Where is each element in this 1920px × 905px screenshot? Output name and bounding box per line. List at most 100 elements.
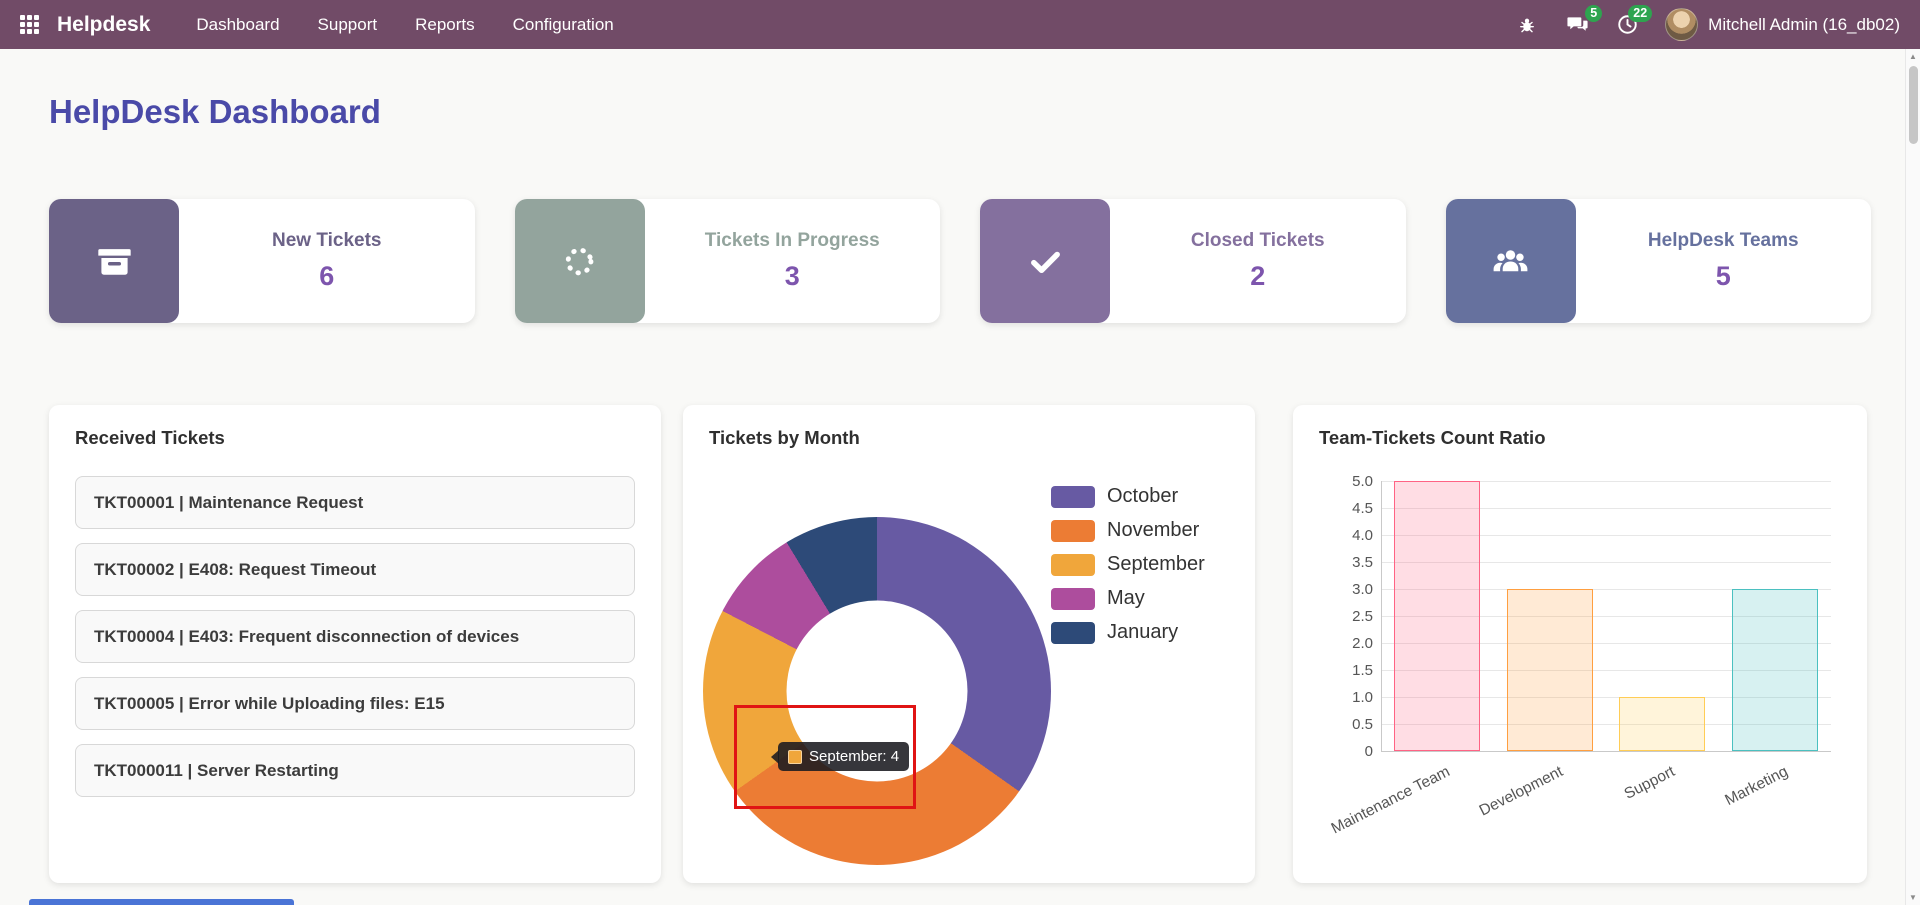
legend-item-january[interactable]: January xyxy=(1051,621,1205,644)
y-axis-tick-label: 3.0 xyxy=(1352,581,1373,598)
gridline xyxy=(1381,751,1831,752)
y-axis-tick-label: 5.0 xyxy=(1352,473,1373,490)
red-annotation-box: September: 4 xyxy=(734,705,916,809)
gridline xyxy=(1381,481,1831,482)
kpi-card-tickets-in-progress[interactable]: Tickets In Progress 3 xyxy=(514,199,941,323)
kpi-label: HelpDesk Teams xyxy=(1647,230,1799,251)
nav-item-support[interactable]: Support xyxy=(317,14,378,34)
kpi-body: Closed Tickets 2 xyxy=(1110,199,1406,323)
archive-icon xyxy=(49,199,179,323)
y-axis-tick-label: 4.0 xyxy=(1352,527,1373,544)
kpi-body: New Tickets 6 xyxy=(179,199,475,323)
donut-legend: October November September May January xyxy=(1051,485,1205,655)
navbar-right: 5 22 Mitchell Admin (16_db02) xyxy=(1515,4,1900,41)
check-icon xyxy=(980,199,1110,323)
kpi-card-new-tickets[interactable]: New Tickets 6 xyxy=(49,199,475,323)
chart-tooltip: September: 4 xyxy=(778,742,910,771)
user-avatar xyxy=(1665,8,1699,41)
panels-row: Received Tickets TKT00001 | Maintenance … xyxy=(49,405,1871,883)
bar-support[interactable] xyxy=(1619,697,1706,751)
ticket-item[interactable]: TKT00005 | Error while Uploading files: … xyxy=(75,677,635,730)
gridline xyxy=(1381,697,1831,698)
y-axis-tick-label: 0.5 xyxy=(1352,716,1373,733)
kpi-card-closed-tickets[interactable]: Closed Tickets 2 xyxy=(980,199,1406,323)
legend-item-october[interactable]: October xyxy=(1051,485,1205,508)
tickets-by-month-title: Tickets by Month xyxy=(709,427,860,448)
apps-grid-icon[interactable] xyxy=(20,15,39,34)
kpi-card-helpdesk-teams[interactable]: HelpDesk Teams 5 xyxy=(1445,199,1871,323)
legend-label: May xyxy=(1107,587,1145,609)
nav-item-dashboard[interactable]: Dashboard xyxy=(196,14,280,34)
kpi-value: 3 xyxy=(784,261,800,291)
top-navbar: Helpdesk Dashboard Support Reports Configur… xyxy=(0,0,1920,49)
nav-item-reports[interactable]: Reports xyxy=(415,14,475,34)
team-tickets-ratio-panel: Team-Tickets Count Ratio 5.0 4.5 4.0 3.5 3.0… xyxy=(1293,405,1867,883)
gridline xyxy=(1381,508,1831,509)
bar-development[interactable] xyxy=(1506,589,1593,751)
user-name: Mitchell Admin (16_db02) xyxy=(1708,14,1900,34)
messages-icon[interactable]: 5 xyxy=(1565,4,1603,37)
kpi-row: New Tickets 6 Tickets In Progress 3 Closed T… xyxy=(49,199,1871,323)
team-tickets-ratio-title: Team-Tickets Count Ratio xyxy=(1319,427,1546,448)
debug-bug-icon[interactable] xyxy=(1515,13,1539,37)
ticket-item[interactable]: TKT00001 | Maintenance Request xyxy=(75,476,635,529)
legend-color-box xyxy=(1051,587,1095,610)
legend-color-box xyxy=(1051,519,1095,542)
ticket-item[interactable]: TKT000011 | Server Restarting xyxy=(75,744,635,797)
messages-badge: 5 xyxy=(1585,4,1603,22)
partially-scrolled-element xyxy=(29,899,294,905)
gridline xyxy=(1381,535,1831,536)
app-brand[interactable]: Helpdesk xyxy=(57,12,151,36)
nav-item-configuration[interactable]: Configuration xyxy=(512,14,614,34)
activities-clock-icon[interactable]: 22 xyxy=(1615,4,1653,37)
legend-color-box xyxy=(1051,553,1095,576)
legend-label: October xyxy=(1107,485,1179,507)
legend-item-may[interactable]: May xyxy=(1051,587,1205,610)
gridline xyxy=(1381,616,1831,617)
legend-label: November xyxy=(1107,519,1200,541)
vertical-scrollbar[interactable]: ▲ ▼ xyxy=(1905,49,1920,905)
y-axis-tick-label: 2.0 xyxy=(1352,635,1373,652)
tickets-by-month-panel: Tickets by Month October November Septembe… xyxy=(683,405,1255,883)
kpi-label: Closed Tickets xyxy=(1190,230,1325,251)
activities-badge: 22 xyxy=(1628,4,1653,22)
legend-color-box xyxy=(1051,485,1095,508)
legend-color-box xyxy=(1051,621,1095,644)
main-menu: Dashboard Support Reports Configuration xyxy=(180,6,629,44)
gridline xyxy=(1381,562,1831,563)
y-axis-tick-label: 3.5 xyxy=(1352,554,1373,571)
bar-maintenance-team[interactable] xyxy=(1394,481,1481,751)
gridline xyxy=(1381,589,1831,590)
team-icon xyxy=(1445,199,1576,323)
user-menu[interactable]: Mitchell Admin (16_db02) xyxy=(1665,8,1900,41)
kpi-label: New Tickets xyxy=(272,230,382,251)
page-title: HelpDesk Dashboard xyxy=(49,93,381,130)
tickets-by-month-donut-chart[interactable] xyxy=(703,517,1051,865)
kpi-value: 2 xyxy=(1250,261,1266,291)
gridline xyxy=(1381,724,1831,725)
y-axis-tick-label: 1.5 xyxy=(1352,662,1373,679)
scroll-thumb[interactable] xyxy=(1908,66,1918,144)
bar-marketing[interactable] xyxy=(1731,589,1818,751)
y-axis-tick-label: 4.5 xyxy=(1352,500,1373,517)
y-axis-tick-label: 1.0 xyxy=(1352,689,1373,706)
ticket-list: TKT00001 | Maintenance Request TKT00002 |… xyxy=(49,449,661,797)
ticket-item[interactable]: TKT00004 | E403: Frequent disconnection … xyxy=(75,610,635,663)
kpi-body: Tickets In Progress 3 xyxy=(645,199,941,323)
y-axis-tick-label: 0 xyxy=(1364,743,1373,760)
ticket-item[interactable]: TKT00002 | E408: Request Timeout xyxy=(75,543,635,596)
kpi-label: Tickets In Progress xyxy=(704,230,880,251)
legend-item-september[interactable]: September xyxy=(1051,553,1205,576)
y-axis-tick-label: 2.5 xyxy=(1352,608,1373,625)
legend-label: September xyxy=(1107,553,1205,575)
y-axis-line xyxy=(1381,481,1382,751)
scroll-down-arrow[interactable]: ▼ xyxy=(1909,893,1917,902)
dashboard-content: HelpDesk Dashboard New Tickets 6 Tickets I… xyxy=(0,93,1920,883)
kpi-value: 5 xyxy=(1715,261,1731,291)
gridline xyxy=(1381,670,1831,671)
tooltip-text: September: 4 xyxy=(809,748,900,765)
scroll-up-arrow[interactable]: ▲ xyxy=(1909,52,1917,61)
team-tickets-bar-chart: 5.0 4.5 4.0 3.5 3.0 2.5 2.0 1.5 1.0 0.5 0 Maintenan… xyxy=(1317,469,1843,865)
legend-item-november[interactable]: November xyxy=(1051,519,1205,542)
gridline xyxy=(1381,643,1831,644)
